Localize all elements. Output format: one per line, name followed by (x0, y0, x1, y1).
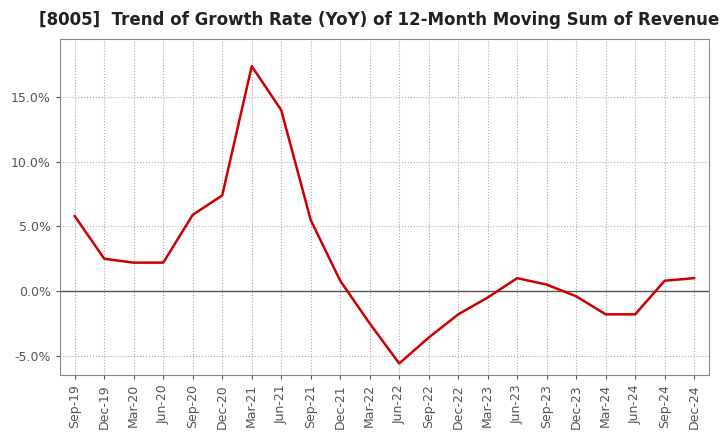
Title: [8005]  Trend of Growth Rate (YoY) of 12-Month Moving Sum of Revenues: [8005] Trend of Growth Rate (YoY) of 12-… (40, 11, 720, 29)
